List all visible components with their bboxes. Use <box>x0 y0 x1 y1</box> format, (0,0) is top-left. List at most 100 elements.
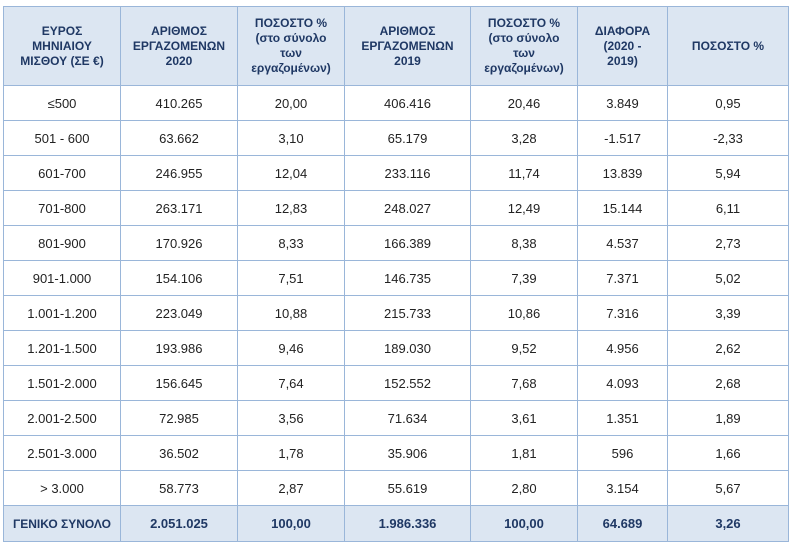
cell-employees-2019: 55.619 <box>344 470 471 506</box>
cell-percent-2019: 7,39 <box>470 260 578 296</box>
cell-difference: 7.316 <box>577 295 668 331</box>
cell-percent-2020: 12,04 <box>237 155 345 191</box>
cell-employees-2019: 146.735 <box>344 260 471 296</box>
cell-difference: 3.849 <box>577 85 668 121</box>
cell-salary-range: ≤500 <box>3 85 121 121</box>
cell-difference-percent: -2,33 <box>667 120 789 156</box>
cell-employees-2020: 58.773 <box>120 470 238 506</box>
cell-difference: 3.154 <box>577 470 668 506</box>
cell-employees-2019: 248.027 <box>344 190 471 226</box>
total-employees-2020: 2.051.025 <box>120 505 238 542</box>
header-line: ΑΡΙΘΜΟΣ <box>379 23 436 38</box>
header-line: ΠΟΣΟΣΤΟ % <box>254 16 328 30</box>
cell-salary-range: 1.201-1.500 <box>3 330 121 366</box>
table-row: ≤500 410.265 20,00 406.416 20,46 3.849 0,95 <box>3 85 789 121</box>
cell-percent-2020: 12,83 <box>237 190 345 226</box>
header-line: ΕΡΓΑΖΟΜΕΝΩΝ <box>132 38 226 53</box>
cell-difference: 1.351 <box>577 400 668 436</box>
cell-salary-range: 701-800 <box>3 190 121 226</box>
table-row: 1.201-1.500 193.986 9,46 189.030 9,52 4.956 2,… <box>3 330 789 366</box>
cell-percent-2019: 1,81 <box>470 435 578 471</box>
header-line: 2020 <box>165 53 193 68</box>
cell-percent-2020: 7,51 <box>237 260 345 296</box>
cell-percent-2020: 7,64 <box>237 365 345 401</box>
cell-employees-2019: 71.634 <box>344 400 471 436</box>
cell-difference: 4.956 <box>577 330 668 366</box>
table-row: 1.501-2.000 156.645 7,64 152.552 7,68 4.093 2,… <box>3 365 789 401</box>
cell-salary-range: 801-900 <box>3 225 121 261</box>
cell-percent-2020: 2,87 <box>237 470 345 506</box>
cell-difference-percent: 5,94 <box>667 155 789 191</box>
total-difference: 64.689 <box>577 505 668 542</box>
header-line: των <box>513 46 535 60</box>
cell-salary-range: 2.501-3.000 <box>3 435 121 471</box>
header-line: ΕΡΓΑΖΟΜΕΝΩΝ <box>361 38 454 53</box>
cell-employees-2020: 223.049 <box>120 295 238 331</box>
header-row: ΕΥΡΟΣ ΜΗΝΙΑΙΟΥ ΜΙΣΘΟΥ (ΣΕ €) ΑΡΙΘΜΟΣ ΕΡΓΑΖΟΜ… <box>3 6 789 86</box>
table-row: 1.001-1.200 223.049 10,88 215.733 10,86 7.316… <box>3 295 789 331</box>
cell-difference: 15.144 <box>577 190 668 226</box>
total-difference-percent: 3,26 <box>667 505 789 542</box>
cell-difference-percent: 6,11 <box>667 190 789 226</box>
cell-percent-2020: 8,33 <box>237 225 345 261</box>
cell-employees-2020: 170.926 <box>120 225 238 261</box>
header-difference: ΔΙΑΦΟΡΑ (2020 -2019) <box>577 6 668 86</box>
cell-salary-range: 2.001-2.500 <box>3 400 121 436</box>
cell-employees-2020: 263.171 <box>120 190 238 226</box>
header-salary-range: ΕΥΡΟΣ ΜΗΝΙΑΙΟΥ ΜΙΣΘΟΥ (ΣΕ €) <box>3 6 121 86</box>
total-employees-2019: 1.986.336 <box>344 505 471 542</box>
cell-employees-2020: 410.265 <box>120 85 238 121</box>
header-line: εργαζομένων) <box>251 61 331 75</box>
cell-employees-2019: 406.416 <box>344 85 471 121</box>
cell-employees-2019: 65.179 <box>344 120 471 156</box>
cell-difference-percent: 3,39 <box>667 295 789 331</box>
cell-employees-2019: 35.906 <box>344 435 471 471</box>
cell-salary-range: > 3.000 <box>3 470 121 506</box>
header-line: (στο σύνολο <box>255 31 327 45</box>
header-line: ΜΙΣΘΟΥ (ΣΕ €) <box>20 53 104 68</box>
cell-percent-2020: 3,10 <box>237 120 345 156</box>
cell-percent-2020: 3,56 <box>237 400 345 436</box>
header-line: ΑΡΙΘΜΟΣ <box>151 23 207 38</box>
cell-percent-2019: 20,46 <box>470 85 578 121</box>
cell-difference: -1.517 <box>577 120 668 156</box>
table-row: 601-700 246.955 12,04 233.116 11,74 13.839 5,9… <box>3 155 789 191</box>
cell-difference-percent: 5,02 <box>667 260 789 296</box>
cell-percent-2020: 9,46 <box>237 330 345 366</box>
cell-difference-percent: 0,95 <box>667 85 789 121</box>
header-employees-2019: ΑΡΙΘΜΟΣ ΕΡΓΑΖΟΜΕΝΩΝ 2019 <box>344 6 471 86</box>
cell-percent-2019: 2,80 <box>470 470 578 506</box>
header-percent-2019: ΠΟΣΟΣΤΟ % (στο σύνολο των εργαζομένων) <box>470 6 578 86</box>
cell-employees-2020: 154.106 <box>120 260 238 296</box>
table-row: 501 - 600 63.662 3,10 65.179 3,28 -1.517 -2,33 <box>3 120 789 156</box>
cell-employees-2020: 156.645 <box>120 365 238 401</box>
header-percent-2020: ΠΟΣΟΣΤΟ % (στο σύνολο των εργαζομένων) <box>237 6 345 86</box>
cell-percent-2020: 1,78 <box>237 435 345 471</box>
cell-percent-2020: 20,00 <box>237 85 345 121</box>
table-header: ΕΥΡΟΣ ΜΗΝΙΑΙΟΥ ΜΙΣΘΟΥ (ΣΕ €) ΑΡΙΘΜΟΣ ΕΡΓΑΖΟΜ… <box>3 6 789 86</box>
cell-difference: 7.371 <box>577 260 668 296</box>
header-line: εργαζομένων) <box>484 61 564 75</box>
cell-difference: 13.839 <box>577 155 668 191</box>
cell-percent-2019: 3,61 <box>470 400 578 436</box>
cell-salary-range: 1.501-2.000 <box>3 365 121 401</box>
total-percent-2019: 100,00 <box>470 505 578 542</box>
table-body: ≤500 410.265 20,00 406.416 20,46 3.849 0,95 501… <box>3 85 789 542</box>
cell-employees-2020: 36.502 <box>120 435 238 471</box>
cell-employees-2020: 63.662 <box>120 120 238 156</box>
cell-employees-2020: 193.986 <box>120 330 238 366</box>
table-row: 901-1.000 154.106 7,51 146.735 7,39 7.371 5,02 <box>3 260 789 296</box>
header-line: (στο σύνολο <box>488 31 560 45</box>
cell-employees-2019: 233.116 <box>344 155 471 191</box>
cell-employees-2020: 72.985 <box>120 400 238 436</box>
header-line: ΕΥΡΟΣ <box>41 23 83 38</box>
header-line: ΜΗΝΙΑΙΟΥ <box>32 38 92 53</box>
header-line: ΠΟΣΟΣΤΟ % <box>691 38 765 53</box>
cell-difference-percent: 5,67 <box>667 470 789 506</box>
cell-difference: 4.093 <box>577 365 668 401</box>
cell-percent-2019: 8,38 <box>470 225 578 261</box>
table-row: 701-800 263.171 12,83 248.027 12,49 15.144 6,1… <box>3 190 789 226</box>
cell-difference-percent: 2,62 <box>667 330 789 366</box>
cell-employees-2019: 152.552 <box>344 365 471 401</box>
header-line: 2019 <box>394 53 421 68</box>
